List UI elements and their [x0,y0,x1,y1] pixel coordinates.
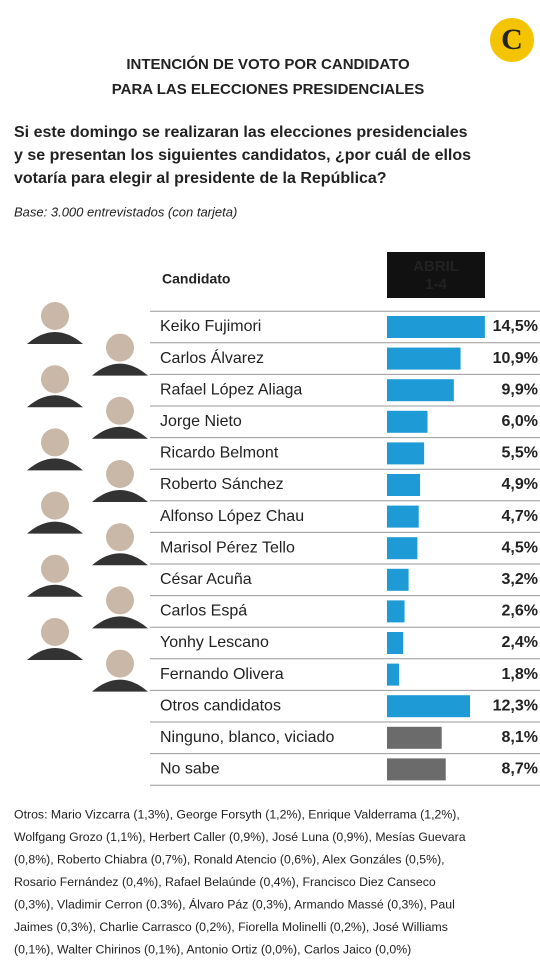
bar [387,505,419,528]
portrait-body [27,521,83,534]
footnote: Rosario Fernández (0,4%), Rafael Belaúnd… [14,875,436,889]
footnote: (0,3%), Vladimir Cerron (0.3%), Álvaro P… [14,896,455,911]
bar [387,537,418,560]
portrait-head [41,365,69,394]
category-header: Candidato [162,271,230,287]
portrait-head [106,333,134,362]
value-label: 14,5% [493,318,538,335]
value-label: 4,9% [502,476,538,493]
series-header: ABRIL [413,258,459,275]
category-label: Carlos Espá [160,603,247,620]
category-label: Jorge Nieto [160,413,242,430]
value-label: 5,5% [502,445,538,462]
series-header-box [387,252,485,298]
bar [387,758,446,781]
category-label: Marisol Pérez Tello [160,539,295,556]
portrait-head [106,649,134,678]
logo: C [501,23,523,56]
logo-circle [490,18,534,62]
category-label: Fernando Olivera [160,666,284,683]
title: PARA LAS ELECCIONES PRESIDENCIALES [112,81,425,98]
category-label: Ninguno, blanco, viciado [160,729,334,746]
footnote: Wolfgang Grozo (1,1%), Herbert Caller (0… [14,830,466,844]
category-label: Otros candidatos [160,697,281,714]
category-label: No sabe [160,761,220,778]
bar [387,600,405,623]
base-note: Base: 3.000 entrevistados (con tarjeta) [14,204,237,219]
bar [387,726,442,749]
portrait-head [106,523,134,552]
portrait-body [92,363,148,376]
bar [387,347,461,370]
value-label: 4,5% [502,539,538,556]
category-label: Carlos Álvarez [160,348,264,367]
portrait-body [27,332,83,344]
portrait-body [27,584,83,597]
value-label: 2,4% [502,634,538,651]
portrait-head [41,554,69,583]
value-label: 10,9% [493,350,538,367]
portrait-head [106,460,134,488]
category-label: Keiko Fujimori [160,318,261,335]
bar [387,379,454,402]
value-label: 12,3% [493,697,538,714]
value-label: 8,1% [502,729,538,746]
portrait-body [92,616,148,629]
bar [387,474,421,496]
category-label: Yonhy Lescano [160,634,269,651]
footnote: (0,1%), Walter Chirinos (0,1%), Antonio … [14,942,411,956]
series-header: 1-4 [425,276,447,293]
portrait-head [106,586,134,615]
value-label: 9,9% [502,381,538,398]
portrait-head [41,491,69,520]
portrait-body [92,679,148,692]
portrait-head [106,396,134,425]
value-label: 1,8% [502,666,538,683]
portrait-body [92,490,148,502]
category-label: Roberto Sánchez [160,476,284,493]
portrait-head [41,618,69,646]
category-label: Rafael López Aliaga [160,381,302,398]
portrait-body [92,553,148,566]
footnote: Jaimes (0,3%), Charlie Carrasco (0,2%), … [14,920,448,934]
bar [387,632,404,654]
footnote: Otros: Mario Vizcarra (1,3%), George For… [14,807,460,821]
bar [387,410,428,433]
value-label: 2,6% [502,603,538,620]
portrait-head [41,428,69,457]
category-label: César Acuña [160,571,252,588]
category-label: Alfonso López Chau [160,508,304,525]
portrait-body [92,426,148,439]
question: y se presentan los siguientes candidatos… [14,147,471,164]
category-label: Ricardo Belmont [160,445,279,462]
value-label: 4,7% [502,508,538,525]
portrait-body [27,395,83,408]
value-label: 8,7% [502,761,538,778]
bar [387,695,471,718]
portrait-body [27,648,83,660]
value-label: 6,0% [502,413,538,430]
question: votaría para elegir al presidente de la … [14,170,387,187]
bar [387,663,400,686]
portrait-body [27,458,83,471]
bar [387,442,425,465]
portrait-head [41,302,69,330]
title: INTENCIÓN DE VOTO POR CANDIDATO [126,55,410,73]
footnote: (0,8%), Roberto Chiabra (0,7%), Ronald A… [14,852,445,866]
bar [387,316,485,338]
value-label: 3,2% [502,571,538,588]
bar [387,568,409,591]
question: Si este domingo se realizaran las elecci… [14,124,468,141]
